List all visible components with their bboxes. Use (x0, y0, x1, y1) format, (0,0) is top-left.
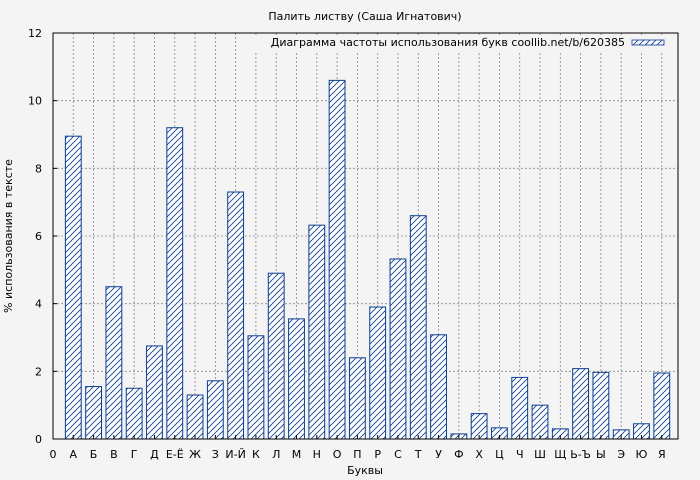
bar-10 (247, 335, 265, 440)
x-tick-label: Б (90, 448, 98, 461)
x-tick-label: Щ (554, 448, 566, 461)
y-tick-label: 12 (28, 27, 42, 40)
x-tick-label: Е-Ё (166, 448, 184, 461)
x-tick-label: Э (617, 448, 625, 461)
x-tick-label: У (435, 448, 442, 461)
bar-4 (125, 387, 143, 440)
x-tick-label: Д (150, 448, 159, 461)
bar-13 (308, 224, 326, 440)
x-tick-label: Г (131, 448, 138, 461)
x-tick-label: И-Й (225, 448, 245, 461)
bar-30 (653, 372, 671, 440)
bar-19 (430, 334, 447, 440)
x-axis-label: Буквы (347, 464, 383, 477)
legend-label: Диаграмма частоты использования букв coo… (271, 36, 625, 49)
x-tick-label: Р (374, 448, 381, 461)
x-tick-label: Ф (454, 448, 463, 461)
x-tick-label: Ш (534, 448, 546, 461)
x-tick-label: Ч (516, 448, 524, 461)
bar-3 (105, 286, 123, 440)
legend-background (240, 35, 670, 51)
bar-1 (64, 135, 82, 440)
bar-8 (206, 380, 224, 440)
bar-2 (85, 386, 102, 440)
y-tick-label: 10 (28, 95, 42, 108)
x-tick-label: Ю (636, 448, 648, 461)
bar-5 (146, 345, 163, 440)
x-tick-label: Х (475, 448, 483, 461)
y-tick-label: 4 (35, 298, 42, 311)
y-tick-label: 6 (35, 230, 42, 243)
x-tick-label: С (394, 448, 402, 461)
x-tick-label-zero: 0 (50, 448, 57, 461)
y-tick-label: 0 (35, 433, 42, 446)
bar-15 (348, 357, 366, 440)
x-tick-label: О (333, 448, 342, 461)
x-tick-label: Л (272, 448, 280, 461)
bar-26 (572, 368, 590, 440)
bar-24 (531, 404, 549, 440)
x-tick-label: М (292, 448, 302, 461)
legend-swatch (631, 39, 665, 46)
x-tick-label: Н (313, 448, 321, 461)
x-tick-label: В (110, 448, 118, 461)
bar-16 (369, 306, 387, 440)
x-tick-label: З (212, 448, 219, 461)
x-tick-label: Я (658, 448, 666, 461)
x-tick-label: П (353, 448, 361, 461)
bar-17 (389, 258, 407, 440)
bar-12 (288, 318, 305, 440)
x-tick-label: Ы (596, 448, 606, 461)
y-axis-label: % использования в тексте (2, 159, 15, 313)
x-tick-label: Ц (495, 448, 504, 461)
x-tick-label: Ь-Ъ (570, 448, 591, 461)
y-tick-label: 8 (35, 162, 42, 175)
x-tick-label: Ж (189, 448, 201, 461)
bar-14 (328, 79, 346, 440)
bar-27 (592, 371, 610, 440)
legend: Диаграмма частоты использования букв coo… (240, 35, 670, 51)
bar-23 (511, 376, 529, 440)
x-axis-ticks: 0 А Б В Г Д Е-Ё Ж З И-Й К Л М Н О П Р С Т У Ф Х Ц Ч Ш Щ Ь-Ъ Ы Э Ю Я (50, 435, 666, 461)
x-tick-label: Т (414, 448, 422, 461)
x-tick-label: К (252, 448, 260, 461)
bar-7 (186, 394, 204, 440)
y-axis-ticks: 0 2 4 6 8 10 12 (28, 27, 57, 446)
bar-11 (267, 272, 285, 440)
chart-title: Палить листву (Саша Игнатович) (268, 10, 461, 23)
x-tick-label: А (70, 448, 78, 461)
bar-9 (227, 191, 245, 440)
y-tick-label: 2 (35, 365, 42, 378)
bar-18 (409, 215, 427, 440)
bar-6 (166, 127, 184, 440)
